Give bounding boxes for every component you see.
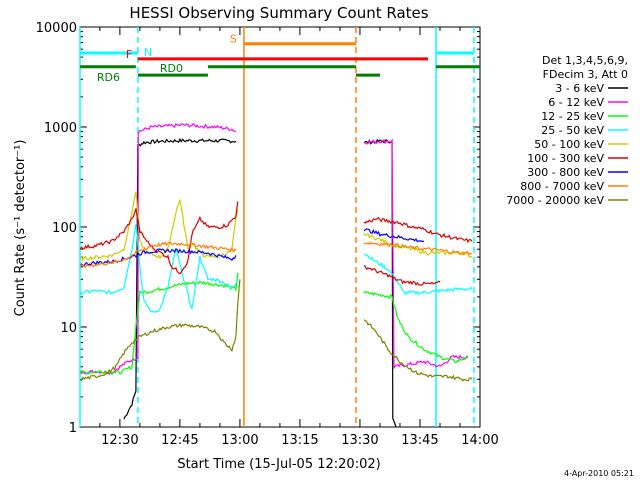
- x-tick-label: 13:45: [401, 433, 438, 448]
- x-tick-label: 13:15: [281, 433, 318, 448]
- flag-label: N: [144, 46, 152, 59]
- series-line: [363, 232, 473, 259]
- y-tick-label: 1000: [44, 121, 77, 136]
- series-line: [363, 319, 473, 382]
- legend-header: Det 1,3,4,5,6,9,: [542, 54, 628, 67]
- flag-label: RD6: [97, 71, 120, 84]
- series-line: [363, 138, 469, 370]
- legend-entry-label: 12 - 25 keV: [541, 110, 604, 123]
- series-line: [363, 290, 469, 364]
- series-line: [123, 137, 237, 420]
- plot-area: 1 10 100 1000 10000 12:30 12:45 13:00 13:15 13:30…: [36, 21, 499, 448]
- y-axis-label: Count Rate (s⁻¹ detector⁻¹): [13, 140, 28, 317]
- x-axis-label: Start Time (15-Jul-05 12:20:02): [177, 457, 380, 472]
- legend-entry-label: 300 - 800 keV: [527, 166, 604, 179]
- y-tick-label: 100: [52, 221, 77, 236]
- y-tick-label: 10000: [36, 21, 77, 36]
- x-tick-label: 13:00: [221, 433, 258, 448]
- legend-entry-label: 800 - 7000 keV: [520, 180, 604, 193]
- series-line: [363, 264, 441, 286]
- chart-title: HESSI Observing Summary Count Rates: [129, 4, 428, 22]
- series-line: [79, 201, 239, 275]
- series-line: [79, 248, 237, 267]
- series-line: [79, 272, 239, 375]
- x-tick-label: 14:00: [461, 433, 498, 448]
- x-tick-label: 12:30: [101, 433, 138, 448]
- series-line: [79, 224, 239, 313]
- series-line: [363, 241, 473, 256]
- flag-label: F: [126, 48, 132, 61]
- footer-date: 4-Apr-2010 05:21: [564, 469, 634, 478]
- legend-header: FDecim 3, Att 0: [543, 68, 628, 81]
- legend-entry-label: 100 - 300 keV: [527, 152, 604, 165]
- legend-entry-label: 7000 - 20000 keV: [506, 194, 604, 207]
- x-tick-label: 12:45: [161, 433, 198, 448]
- legend-entry-label: 3 - 6 keV: [555, 82, 604, 95]
- y-tick-label: 1: [69, 421, 77, 436]
- series-line: [79, 191, 239, 262]
- series-line: [79, 241, 237, 269]
- series-line: [363, 138, 397, 428]
- x-tick-label: 13:30: [341, 433, 378, 448]
- series-line: [80, 279, 241, 382]
- series-line: [363, 253, 473, 296]
- legend: Det 1,3,4,5,6,9,FDecim 3, Att 03 - 6 keV…: [506, 54, 628, 207]
- legend-entry-label: 25 - 50 keV: [541, 124, 604, 137]
- series-line: [363, 228, 425, 243]
- legend-entry-label: 50 - 100 keV: [534, 138, 604, 151]
- series-line: [363, 217, 473, 244]
- legend-entry-label: 6 - 12 keV: [548, 96, 604, 109]
- flag-label: S: [230, 33, 237, 46]
- y-tick-label: 10: [60, 321, 77, 336]
- flag-label: RD0: [160, 62, 183, 75]
